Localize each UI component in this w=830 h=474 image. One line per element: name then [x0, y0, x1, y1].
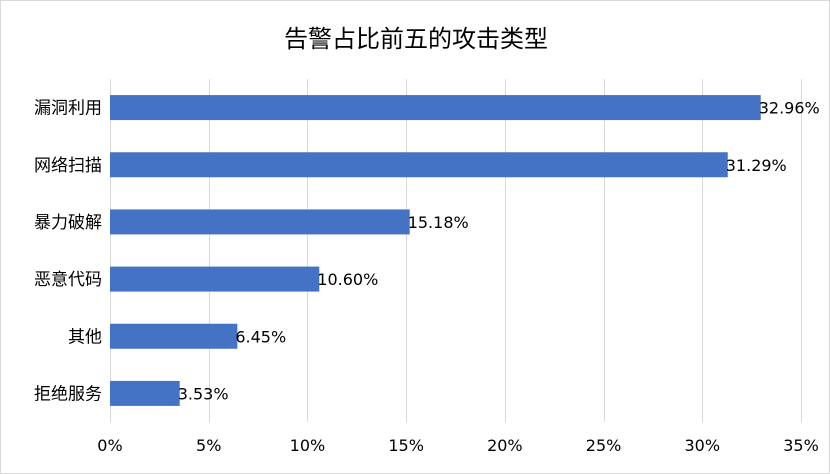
- data-label: 31.29%: [726, 156, 787, 175]
- chart-title: 告警占比前五的攻击类型: [284, 25, 548, 53]
- bar: [110, 95, 761, 121]
- data-label: 10.60%: [317, 270, 378, 289]
- category-label: 网络扫描: [34, 156, 102, 176]
- data-label: 3.53%: [178, 384, 229, 403]
- bar: [110, 266, 320, 292]
- x-tick-label: 25%: [586, 436, 622, 455]
- category-label: 拒绝服务: [34, 384, 102, 404]
- bar: [110, 209, 410, 235]
- category-label: 恶意代码: [34, 270, 102, 290]
- x-tick-label: 5%: [196, 436, 221, 455]
- x-axis-tick-labels: 0% 5% 10% 15% 20% 25% 30% 35%: [97, 436, 818, 455]
- x-tick-label: 30%: [685, 436, 721, 455]
- category-label: 暴力破解: [34, 213, 102, 233]
- data-labels: 32.96% 31.29% 15.18% 10.60% 6.45% 3.53%: [178, 99, 820, 404]
- bar: [110, 152, 728, 178]
- data-label: 6.45%: [235, 327, 286, 346]
- x-tick-label: 0%: [97, 436, 122, 455]
- data-label: 15.18%: [408, 213, 469, 232]
- category-label: 其他: [68, 327, 102, 347]
- bar: [110, 380, 180, 406]
- x-tick-label: 10%: [290, 436, 326, 455]
- data-label: 32.96%: [759, 99, 820, 118]
- bars: [110, 95, 761, 406]
- bar: [110, 323, 238, 349]
- x-tick-label: 15%: [388, 436, 424, 455]
- gridlines: [110, 79, 802, 422]
- category-label: 漏洞利用: [34, 99, 102, 119]
- x-tick-label: 35%: [783, 436, 819, 455]
- x-tick-label: 20%: [487, 436, 523, 455]
